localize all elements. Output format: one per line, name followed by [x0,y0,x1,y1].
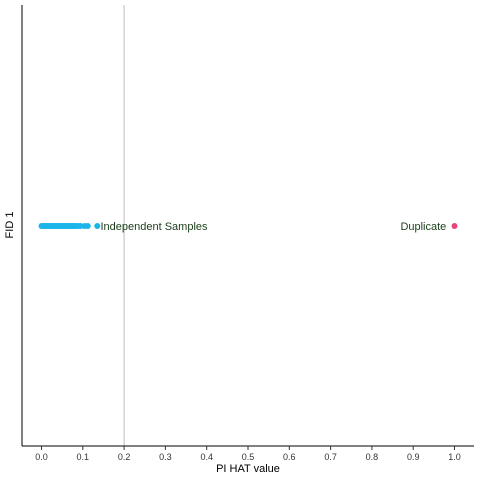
annotation-independent-samples: Independent Samples [100,221,208,233]
x-tick-label-1: 0.1 [77,452,90,462]
data-point-1-0 [452,223,458,229]
x-axis-title: PI HAT value [216,463,280,475]
x-tick-label-4: 0.4 [200,452,213,462]
x-tick-label-6: 0.6 [283,452,296,462]
data-point-0-32 [85,223,91,229]
annotation-duplicate: Duplicate [400,221,446,233]
x-tick-label-10: 1.0 [448,452,461,462]
annotations: Independent Samples Duplicate [100,221,446,233]
x-ticks: 0.0 0.1 0.2 0.3 0.4 0.5 0.6 0.7 0.8 0.9 1.0 [35,446,461,462]
data-point-0-33 [94,223,100,229]
x-tick-label-9: 0.9 [407,452,420,462]
x-tick-label-3: 0.3 [159,452,172,462]
x-tick-label-7: 0.7 [324,452,337,462]
x-tick-label-8: 0.8 [366,452,379,462]
x-tick-label-0: 0.0 [35,452,48,462]
x-tick-label-5: 0.5 [242,452,255,462]
x-tick-label-2: 0.2 [118,452,131,462]
y-axis-title: FID 1 [4,212,16,239]
